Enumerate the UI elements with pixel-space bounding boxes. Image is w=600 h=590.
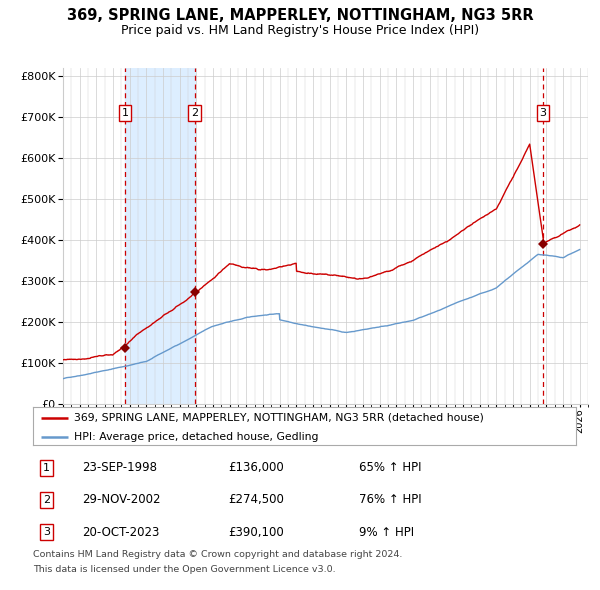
Text: 1: 1	[122, 108, 128, 118]
Text: HPI: Average price, detached house, Gedling: HPI: Average price, detached house, Gedl…	[74, 432, 318, 442]
Text: 29-NOV-2002: 29-NOV-2002	[82, 493, 160, 506]
Text: 3: 3	[539, 108, 547, 118]
Text: 2: 2	[43, 495, 50, 505]
Text: Contains HM Land Registry data © Crown copyright and database right 2024.: Contains HM Land Registry data © Crown c…	[33, 550, 403, 559]
Text: This data is licensed under the Open Government Licence v3.0.: This data is licensed under the Open Gov…	[33, 565, 335, 574]
Text: 76% ↑ HPI: 76% ↑ HPI	[359, 493, 421, 506]
Text: 23-SEP-1998: 23-SEP-1998	[82, 461, 157, 474]
Text: 369, SPRING LANE, MAPPERLEY, NOTTINGHAM, NG3 5RR: 369, SPRING LANE, MAPPERLEY, NOTTINGHAM,…	[67, 8, 533, 22]
Text: Price paid vs. HM Land Registry's House Price Index (HPI): Price paid vs. HM Land Registry's House …	[121, 24, 479, 37]
Text: 3: 3	[43, 527, 50, 537]
Bar	[125, 68, 195, 404]
Text: £274,500: £274,500	[229, 493, 284, 506]
Text: £136,000: £136,000	[229, 461, 284, 474]
Text: 65% ↑ HPI: 65% ↑ HPI	[359, 461, 421, 474]
Text: 20-OCT-2023: 20-OCT-2023	[82, 526, 159, 539]
Text: 369, SPRING LANE, MAPPERLEY, NOTTINGHAM, NG3 5RR (detached house): 369, SPRING LANE, MAPPERLEY, NOTTINGHAM,…	[74, 413, 484, 423]
Text: 2: 2	[191, 108, 199, 118]
Text: £390,100: £390,100	[229, 526, 284, 539]
Text: 9% ↑ HPI: 9% ↑ HPI	[359, 526, 414, 539]
Text: 1: 1	[43, 463, 50, 473]
